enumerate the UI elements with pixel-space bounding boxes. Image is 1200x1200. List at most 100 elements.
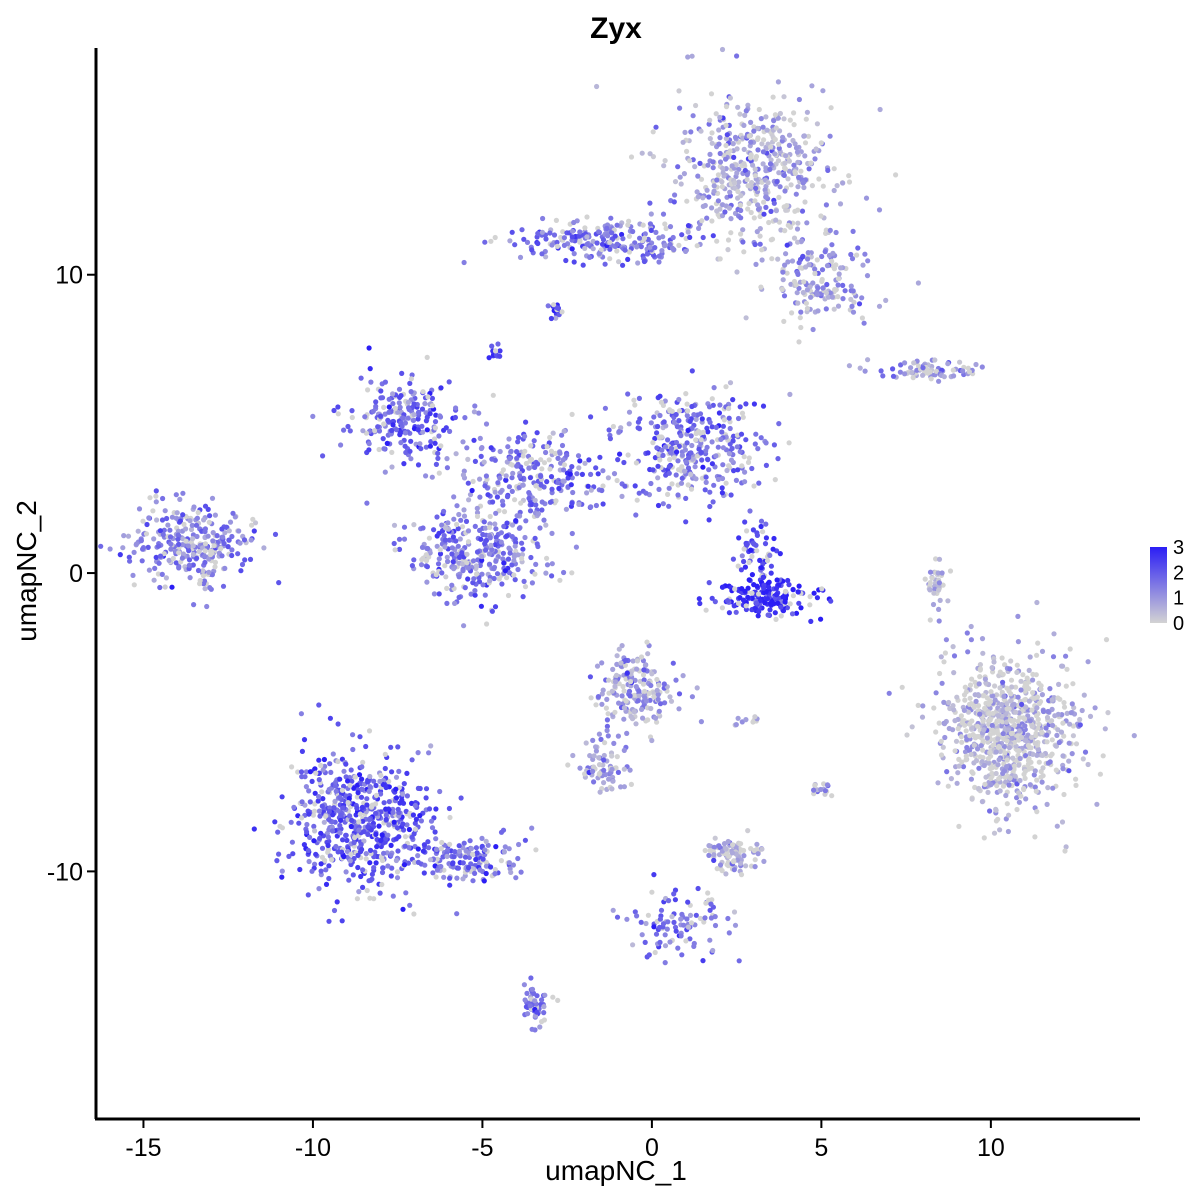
cell-point <box>757 213 763 220</box>
cell-point <box>620 262 626 268</box>
cell-point <box>639 932 645 938</box>
cell-point <box>555 455 561 461</box>
cell-point <box>657 916 664 922</box>
cell-point <box>649 889 655 895</box>
cell-point <box>509 534 515 540</box>
cell-point <box>597 454 603 460</box>
cell-point <box>1049 697 1055 703</box>
cell-point <box>1034 777 1040 783</box>
cell-point <box>773 592 780 598</box>
cell-point <box>704 215 710 221</box>
cell-point <box>754 583 760 589</box>
cell-point <box>620 236 626 242</box>
cell-point <box>673 928 679 934</box>
cell-point <box>835 276 842 282</box>
cell-point <box>439 570 445 576</box>
cell-point <box>649 671 655 677</box>
cell-point <box>357 811 363 817</box>
cell-point <box>455 526 461 532</box>
cell-point <box>993 749 999 755</box>
cell-point <box>680 139 686 145</box>
cell-point <box>177 518 183 524</box>
cell-point <box>708 91 715 97</box>
cell-point <box>647 151 653 157</box>
cell-point <box>723 480 729 486</box>
cell-point <box>363 856 369 862</box>
cell-point <box>1062 848 1068 854</box>
cell-point <box>272 819 278 825</box>
cell-point <box>588 471 594 477</box>
cell-point <box>945 598 951 604</box>
cell-point <box>514 513 520 519</box>
cell-point <box>542 992 548 998</box>
cell-point <box>408 438 414 444</box>
cell-point <box>146 515 152 521</box>
cell-point <box>321 819 327 825</box>
cell-point <box>909 724 915 730</box>
cell-point <box>1026 698 1032 704</box>
cell-point <box>436 556 442 562</box>
cell-point <box>685 408 691 414</box>
cell-point <box>731 154 737 160</box>
cell-point <box>645 450 651 456</box>
cell-point <box>396 386 403 392</box>
cell-point <box>454 875 460 881</box>
cell-point <box>699 416 705 422</box>
cell-point <box>848 251 854 258</box>
cell-point <box>702 915 708 921</box>
cell-point <box>1036 759 1042 765</box>
y-tick-label: 10 <box>55 262 83 290</box>
cell-point <box>181 521 187 528</box>
cell-point <box>423 786 430 792</box>
cell-point <box>570 489 576 496</box>
cell-point <box>1047 686 1053 692</box>
cell-point <box>460 568 466 574</box>
cell-point <box>211 543 217 549</box>
cell-point <box>538 482 544 488</box>
cell-point <box>365 779 371 785</box>
cell-point <box>485 842 491 848</box>
cell-point <box>759 247 765 253</box>
cell-point <box>767 607 773 613</box>
cell-point <box>730 859 737 865</box>
cell-point <box>323 881 330 888</box>
cell-point <box>587 254 593 260</box>
cell-point <box>622 247 628 253</box>
cell-point <box>796 583 802 589</box>
cell-point <box>748 547 754 553</box>
cell-point <box>795 589 801 595</box>
cell-point <box>385 863 391 869</box>
cell-point <box>743 437 749 443</box>
cell-point <box>1034 752 1040 758</box>
cell-point <box>733 609 739 615</box>
cell-point <box>180 512 186 518</box>
cell-point <box>1103 637 1110 643</box>
cell-point <box>760 529 766 535</box>
cell-point <box>195 567 202 574</box>
cell-point <box>688 920 695 926</box>
cell-point <box>719 46 726 53</box>
cell-point <box>561 462 568 468</box>
cell-point <box>815 308 821 314</box>
cell-point <box>367 895 373 901</box>
cell-point <box>194 555 200 561</box>
cell-point <box>605 733 611 739</box>
cell-point <box>758 116 764 122</box>
cell-point <box>954 780 960 786</box>
cell-point <box>503 477 509 483</box>
cell-point <box>327 715 333 721</box>
cell-point <box>646 690 652 697</box>
cell-point <box>207 513 213 519</box>
cell-point <box>759 257 765 263</box>
cell-point <box>676 408 683 414</box>
cell-point <box>433 836 439 842</box>
cell-point <box>734 53 740 59</box>
cell-point <box>611 471 618 477</box>
cell-point <box>538 457 544 463</box>
cell-point <box>803 300 810 306</box>
cell-point <box>1013 709 1019 715</box>
cell-point <box>795 220 801 226</box>
cell-point <box>525 1011 531 1017</box>
cell-point <box>316 777 322 783</box>
